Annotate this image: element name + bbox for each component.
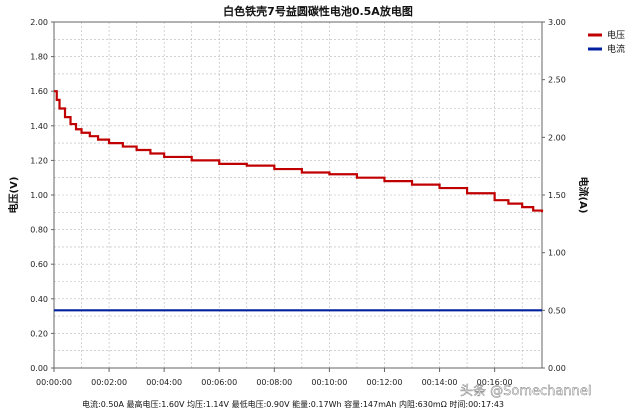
x-tick-label: 00:12:00 (367, 378, 403, 387)
right-tick-label: 2.00 (548, 133, 566, 142)
right-axis-ticks: 0.00 0.50 1.00 1.50 2.00 2.50 3.00 (542, 18, 566, 373)
chart-title: 白色铁壳7号益圆碳性电池0.5A放电图 (223, 4, 413, 18)
right-tick-label: 2.50 (548, 76, 566, 85)
legend-label-current: 电流 (607, 43, 625, 55)
left-tick-label: 0.40 (30, 295, 48, 304)
left-tick-label: 1.40 (30, 122, 48, 131)
x-tick-label: 00:00:00 (36, 378, 72, 387)
grid-lines (54, 22, 542, 368)
x-tick-label: 00:16:00 (477, 378, 513, 387)
left-tick-label: 1.80 (30, 53, 48, 62)
watermark: 头条 @Somechannel (460, 383, 591, 399)
right-tick-label: 0.50 (548, 306, 566, 315)
left-axis-label: 电压(V) (7, 177, 20, 214)
right-tick-label: 1.00 (548, 249, 566, 258)
left-tick-label: 1.60 (30, 87, 48, 96)
stats-footer: 电流:0.50A 最高电压:1.60V 均压:1.14V 最低电压:0.90V … (82, 399, 504, 409)
left-axis-ticks: 0.00 0.20 0.40 0.60 0.80 1.00 1.20 1.40 1.60 1.80… (30, 18, 54, 373)
right-tick-label: 1.50 (548, 191, 566, 200)
x-tick-label: 00:10:00 (311, 378, 347, 387)
left-tick-label: 0.80 (30, 226, 48, 235)
series-lines (54, 90, 544, 312)
left-tick-label: 0.60 (30, 260, 48, 269)
left-tick-label: 0.20 (30, 329, 48, 338)
right-axis-label: 电流(A) (577, 177, 590, 214)
right-tick-label: 3.00 (548, 18, 566, 27)
x-tick-label: 00:14:00 (422, 378, 458, 387)
x-tick-label: 00:04:00 (146, 378, 182, 387)
x-tick-label: 00:02:00 (91, 378, 127, 387)
series-line-voltage (54, 90, 544, 213)
x-tick-label: 00:08:00 (256, 378, 292, 387)
left-tick-label: 2.00 (30, 18, 48, 27)
left-tick-label: 0.00 (30, 364, 48, 373)
left-tick-label: 1.20 (30, 156, 48, 165)
left-tick-label: 1.00 (30, 191, 48, 200)
x-tick-label: 00:06:00 (201, 378, 237, 387)
right-tick-label: 0.00 (548, 364, 566, 373)
legend: 电压 电流 (588, 29, 625, 55)
x-axis-ticks: 00:00:00 00:02:00 00:04:00 00:06:00 00:08:00… (36, 368, 513, 387)
legend-label-voltage: 电压 (607, 29, 625, 41)
